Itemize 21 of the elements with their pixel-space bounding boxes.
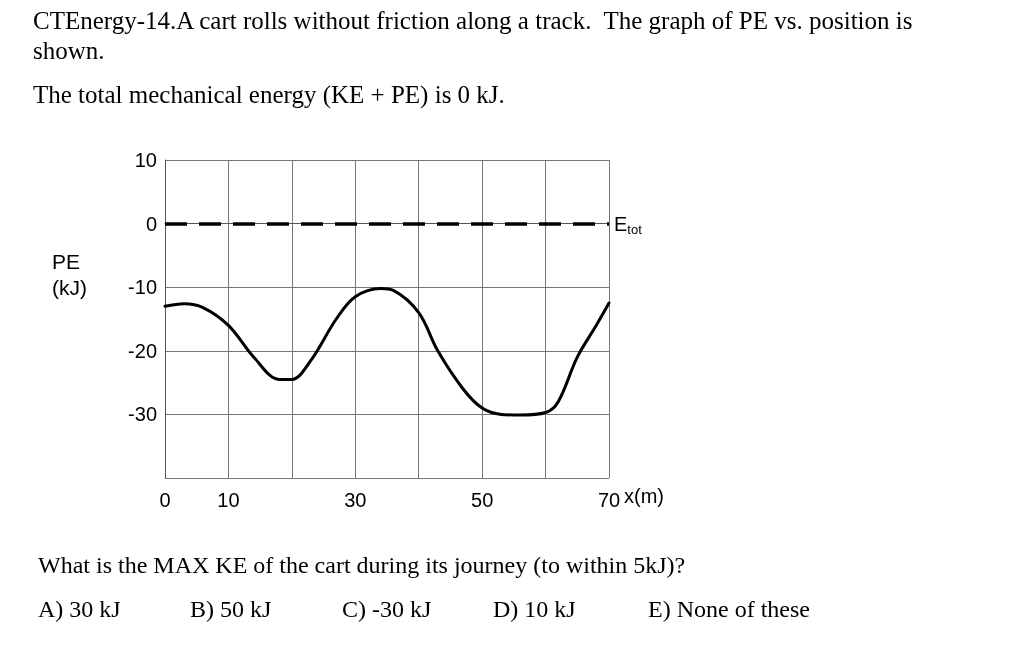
chart-subtitle: The total mechanical energy (KE + PE) is 0 kJ. — [33, 80, 505, 109]
x-tick-label: 70 — [597, 489, 621, 511]
y-tick-label: -20 — [128, 339, 157, 362]
x-tick-label: 10 — [217, 489, 240, 511]
y-tick-label: -10 — [128, 276, 157, 299]
line-series — [163, 286, 611, 417]
y-tick-label: 10 — [134, 149, 157, 171]
x-tick-label: 0 — [159, 489, 171, 511]
y-tick-label: 0 — [145, 212, 157, 235]
text: A) 30 kJ — [38, 596, 121, 622]
x-axis-title: x(m) — [624, 485, 664, 507]
y-tick-label: -30 — [128, 403, 157, 426]
text: D) 10 kJ — [493, 596, 576, 622]
text: B) 50 kJ — [190, 596, 272, 622]
x-tick-label: 30 — [344, 489, 367, 511]
text: C) -30 kJ — [342, 596, 432, 622]
chart-title: CTEnergy-14.A cart rolls without friction along a track. The graph of PE vs. position is shown. — [33, 6, 919, 64]
text: What is the MAX KE of the cart during its journey (to within 5kJ)? — [38, 552, 686, 578]
text: E) None of these — [648, 596, 810, 622]
x-tick-label: 50 — [471, 489, 494, 511]
y-axis-title: PE (kJ) — [52, 249, 87, 299]
